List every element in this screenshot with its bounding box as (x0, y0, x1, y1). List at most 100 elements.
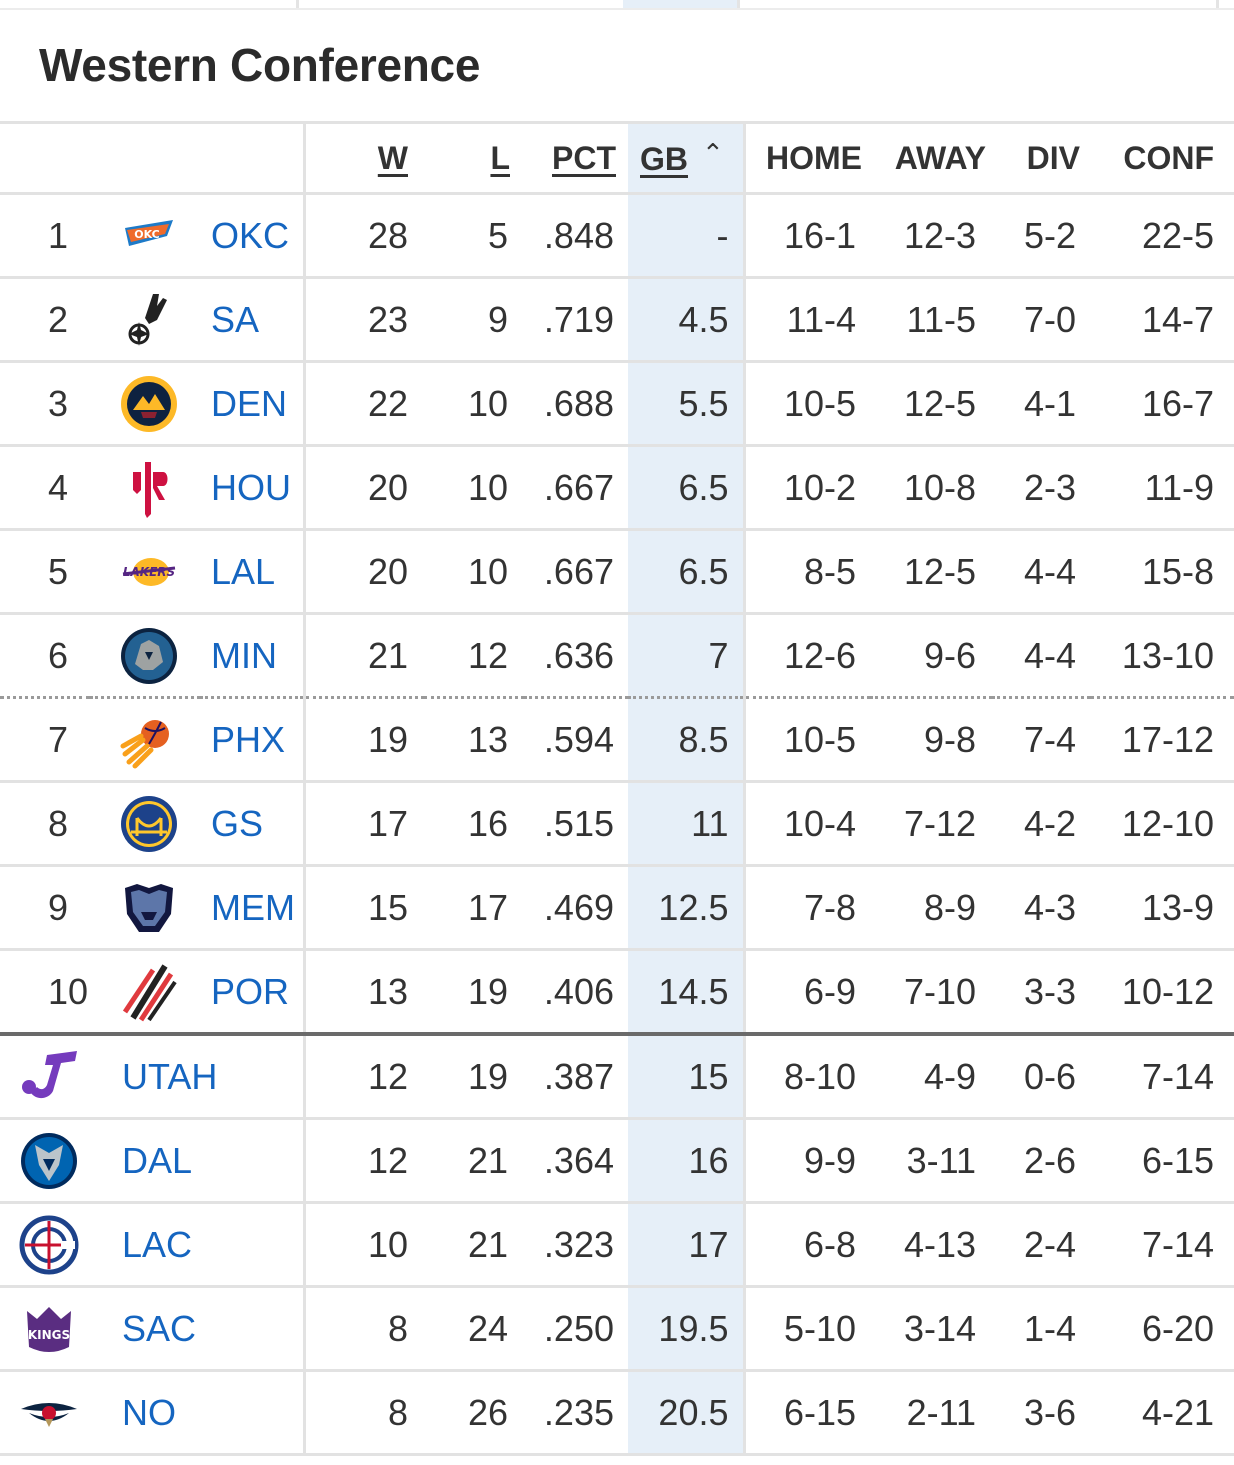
away-cell: 9-8 (870, 697, 992, 783)
team-link[interactable]: UTAH (122, 1055, 218, 1097)
utah-jazz-logo[interactable] (18, 1046, 80, 1108)
losses-cell: 19 (424, 949, 524, 1036)
den-nuggets-logo[interactable] (118, 373, 180, 435)
conf-cell: 13-9 (1090, 865, 1234, 951)
table-row[interactable]: 6 MIN 21 12.636 7 12-6 9-6 4-4 13-10 (0, 613, 1234, 699)
sort-link-gb[interactable]: GB (640, 141, 688, 177)
home-cell: 10-5 (744, 697, 870, 783)
table-row[interactable]: 9 MEM 15 17.469 12.5 7-8 8-9 4-3 13-9 (0, 865, 1234, 951)
table-row[interactable]: 7 PHX 19 13.594 8.5 10-5 9-8 7-4 17-12 (0, 697, 1234, 783)
wins-cell: 19 (304, 697, 424, 783)
table-row[interactable]: 3 DEN 22 10.688 5.5 10-5 12-5 4-1 16-7 (0, 361, 1234, 447)
wins-cell: 8 (304, 1370, 424, 1456)
table-row[interactable]: 10 POR 13 19.406 14.5 6-9 7-10 3-3 10-12 (0, 949, 1234, 1036)
losses-cell: 9 (424, 277, 524, 363)
table-row[interactable]: 2 SA 23 9.719 4.5 11-4 11-5 7-0 14-7 (0, 277, 1234, 363)
losses-cell: 26 (424, 1370, 524, 1456)
team-link[interactable]: HOU (211, 466, 291, 508)
wins-cell: 13 (304, 949, 424, 1036)
hou-rockets-logo[interactable] (118, 457, 180, 519)
gb-cell: 11 (628, 781, 746, 867)
div-cell: 2-3 (992, 445, 1090, 531)
wins-cell: 23 (304, 277, 424, 363)
conf-cell: 4-21 (1090, 1370, 1234, 1456)
team-link[interactable]: POR (211, 970, 290, 1012)
team-link[interactable]: MIN (211, 634, 277, 676)
div-cell: 4-2 (992, 781, 1090, 867)
team-link[interactable]: PHX (211, 718, 286, 760)
home-cell: 9-9 (744, 1118, 870, 1204)
por-trailblazers-logo[interactable] (118, 961, 180, 1023)
rank-cell: 3 (0, 361, 90, 447)
team-link[interactable]: MEM (211, 886, 295, 928)
div-cell: 4-3 (992, 865, 1090, 951)
table-row[interactable]: KINGS SAC 8 24.250 19.5 5-10 3-14 1-4 6-20 (0, 1286, 1234, 1372)
div-cell: 4-1 (992, 361, 1090, 447)
header-gb[interactable]: GB ⌃ (628, 124, 746, 195)
home-cell: 8-5 (744, 529, 870, 615)
team-link[interactable]: DAL (122, 1139, 193, 1181)
sort-link-pct[interactable]: PCT (552, 139, 616, 176)
table-row[interactable]: 4 HOU 20 10.667 6.5 10-2 10-8 2-3 11-9 (0, 445, 1234, 531)
table-row[interactable]: LAC 10 21.323 17 6-8 4-13 2-4 7-14 (0, 1202, 1234, 1288)
team-link[interactable]: LAC (122, 1223, 193, 1265)
gs-warriors-logo[interactable] (118, 793, 180, 855)
header-pct[interactable]: PCT (524, 124, 628, 195)
team-link[interactable]: SA (211, 298, 260, 340)
gb-cell: 4.5 (628, 277, 746, 363)
losses-cell: 10 (424, 529, 524, 615)
team-link[interactable]: OKC (211, 214, 290, 256)
svg-text:KINGS: KINGS (28, 1328, 70, 1342)
team-cell: LAC (122, 1202, 228, 1288)
table-row[interactable]: NO 8 26.235 20.5 6-15 2-11 3-6 4-21 (0, 1370, 1234, 1456)
home-cell: 10-5 (744, 361, 870, 447)
logo-cell: LAKERS (90, 529, 200, 615)
sort-link-w[interactable]: W (377, 139, 408, 176)
away-cell: 11-5 (870, 277, 992, 363)
pct-cell: .667 (524, 529, 628, 615)
logo-cell (90, 865, 200, 951)
no-pelicans-logo[interactable] (18, 1382, 80, 1444)
team-cell: POR (200, 949, 306, 1036)
okc-thunder-logo[interactable]: OKC (118, 205, 180, 267)
logo-cell (90, 697, 200, 783)
rank-cell: 2 (0, 277, 90, 363)
team-link[interactable]: GS (211, 802, 264, 844)
chevron-up-icon[interactable]: ⌃ (702, 138, 724, 168)
pct-cell: .387 (524, 1034, 628, 1120)
header-w[interactable]: W (304, 124, 424, 195)
logo-cell (90, 445, 200, 531)
team-link[interactable]: SAC (122, 1307, 197, 1349)
rank-cell: 8 (0, 781, 90, 867)
conf-cell: 6-20 (1090, 1286, 1234, 1372)
phx-suns-logo[interactable] (118, 709, 180, 771)
table-row[interactable]: DAL 12 21.364 16 9-9 3-11 2-6 6-15 (0, 1118, 1234, 1204)
team-link[interactable]: DEN (211, 382, 288, 424)
table-row[interactable]: 5 LAKERS LAL 20 10.667 6.5 8-5 12-5 4-4 15-8 (0, 529, 1234, 615)
home-cell: 6-9 (744, 949, 870, 1036)
mem-grizzlies-logo[interactable] (118, 877, 180, 939)
div-cell: 5-2 (992, 193, 1090, 279)
sa-spurs-logo[interactable] (118, 289, 180, 351)
wins-cell: 20 (304, 529, 424, 615)
dal-mavericks-logo[interactable] (18, 1130, 80, 1192)
team-link[interactable]: LAL (211, 550, 276, 592)
table-row[interactable]: 8 GS 17 16.515 11 10-4 7-12 4-2 12-10 (0, 781, 1234, 867)
rank-cell: 1 (0, 193, 90, 279)
min-timberwolves-logo[interactable] (118, 625, 180, 687)
table-row[interactable]: 1 OKC OKC 28 5.848-16-1 12-3 5-2 22-5 (0, 193, 1234, 279)
sort-link-l[interactable]: L (490, 139, 510, 176)
conf-cell: 22-5 (1090, 193, 1234, 279)
team-cell: NO (122, 1370, 228, 1456)
lal-lakers-logo[interactable]: LAKERS (118, 541, 180, 603)
pct-cell: .235 (524, 1370, 628, 1456)
losses-cell: 10 (424, 445, 524, 531)
home-cell: 6-8 (744, 1202, 870, 1288)
lac-clippers-logo[interactable] (18, 1214, 80, 1276)
away-cell: 12-5 (870, 529, 992, 615)
sac-kings-logo[interactable]: KINGS (18, 1298, 80, 1360)
header-l[interactable]: L (424, 124, 524, 195)
team-link[interactable]: NO (122, 1391, 176, 1433)
header-div: DIV (992, 124, 1090, 195)
table-row[interactable]: UTAH 12 19.387 15 8-10 4-9 0-6 7-14 (0, 1034, 1234, 1120)
